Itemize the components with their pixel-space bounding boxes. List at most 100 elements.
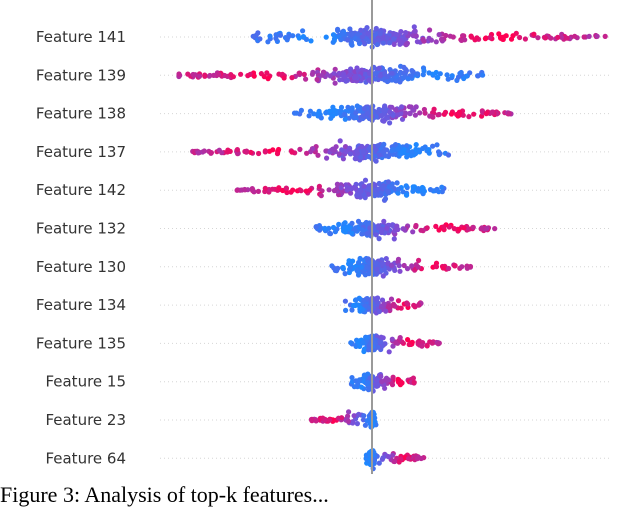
- shap-point: [535, 35, 541, 41]
- feature-dots: [190, 138, 452, 164]
- shap-point: [373, 232, 379, 238]
- feature-row: Feature 142: [36, 177, 612, 203]
- shap-point: [433, 39, 439, 45]
- shap-point: [215, 71, 222, 78]
- shap-point: [329, 146, 336, 152]
- shap-point: [402, 110, 408, 116]
- shap-point: [429, 113, 435, 119]
- shap-point: [437, 71, 443, 77]
- shap-point: [363, 335, 369, 341]
- feature-dots: [348, 371, 417, 394]
- shap-point: [276, 146, 282, 153]
- shap-point: [343, 78, 349, 84]
- feature-row: Feature 23: [45, 409, 612, 430]
- shap-point: [419, 343, 425, 349]
- shap-point: [594, 33, 600, 39]
- shap-point: [385, 189, 391, 195]
- shap-point: [382, 385, 388, 391]
- shap-point: [309, 71, 315, 77]
- shap-point: [298, 188, 304, 194]
- shap-point: [358, 384, 364, 390]
- shap-point: [339, 31, 345, 37]
- shap-point: [314, 76, 320, 83]
- shap-point: [208, 150, 214, 156]
- shap-point: [202, 72, 208, 78]
- shap-point: [555, 34, 561, 41]
- shap-point: [396, 263, 402, 269]
- shap-point: [324, 155, 330, 161]
- shap-point: [360, 113, 366, 119]
- shap-point: [332, 66, 338, 72]
- shap-point: [206, 73, 212, 79]
- feature-rows: Feature 141 Feature 139 Feature 138 Feature…: [36, 24, 612, 472]
- shap-point: [475, 73, 481, 79]
- shap-point: [410, 69, 416, 75]
- shap-point: [342, 116, 348, 122]
- shap-point: [395, 190, 401, 196]
- shap-point: [440, 265, 446, 271]
- shap-point: [311, 111, 317, 117]
- shap-point: [421, 68, 427, 74]
- shap-point: [339, 415, 345, 421]
- shap-point: [391, 236, 397, 242]
- shap-point: [378, 113, 384, 119]
- shap-point: [386, 377, 392, 383]
- feature-label: Feature 139: [36, 66, 126, 84]
- shap-point: [248, 149, 254, 155]
- shap-point: [265, 76, 271, 82]
- feature-row: Feature 135: [36, 333, 612, 355]
- shap-point: [304, 150, 310, 156]
- shap-point: [256, 150, 262, 157]
- shap-point: [362, 71, 368, 77]
- shap-point: [385, 454, 392, 460]
- shap-point: [342, 298, 348, 304]
- shap-point: [344, 187, 350, 193]
- shap-point: [397, 268, 403, 274]
- shap-point: [351, 302, 357, 309]
- shap-point: [343, 149, 349, 155]
- shap-point: [345, 37, 351, 43]
- shap-point: [581, 34, 587, 40]
- shap-point: [353, 343, 359, 349]
- shap-point: [353, 110, 359, 116]
- feature-dots: [329, 255, 474, 279]
- shap-point: [410, 107, 416, 113]
- shap-point: [354, 103, 360, 109]
- shap-point: [442, 109, 449, 115]
- shap-point: [273, 35, 279, 42]
- shap-point: [496, 31, 502, 37]
- shap-point: [414, 456, 420, 462]
- shap-point: [358, 27, 364, 33]
- shap-point: [257, 36, 263, 42]
- shap-point: [298, 107, 304, 113]
- shap-point: [389, 148, 395, 154]
- shap-point: [306, 113, 312, 119]
- shap-point: [358, 154, 364, 160]
- shap-point: [467, 263, 474, 270]
- shap-point: [353, 297, 359, 303]
- shap-point: [468, 33, 474, 39]
- shap-point: [443, 32, 449, 39]
- shap-point: [382, 71, 388, 77]
- shap-point: [456, 111, 462, 117]
- shap-point: [355, 218, 362, 224]
- shap-point: [376, 236, 382, 242]
- shap-point: [365, 347, 371, 353]
- shap-point: [439, 184, 445, 190]
- shap-point: [417, 110, 423, 116]
- shap-point: [315, 152, 321, 158]
- shap-point: [334, 181, 340, 187]
- shap-point: [195, 150, 201, 156]
- shap-point: [522, 36, 529, 42]
- shap-point: [335, 26, 341, 32]
- shap-point: [412, 112, 418, 118]
- shap-point: [238, 71, 244, 77]
- shap-point: [436, 149, 442, 155]
- shap-point: [445, 152, 452, 158]
- shap-point: [364, 25, 370, 31]
- shap-point: [349, 307, 355, 313]
- shap-point: [403, 29, 409, 36]
- shap-point: [409, 339, 415, 345]
- shap-point: [332, 229, 338, 235]
- figure-caption: Figure 3: Analysis of top-k features...: [0, 482, 329, 507]
